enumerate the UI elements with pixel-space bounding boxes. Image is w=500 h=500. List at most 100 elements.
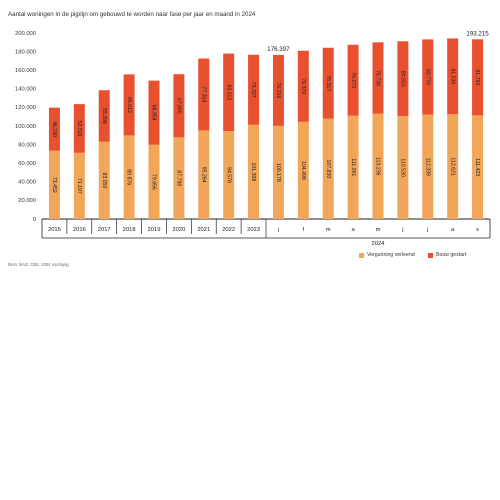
chart-title: Aantal woningen in de pijplijn om gebouw… (8, 11, 256, 18)
bar-bouw (397, 41, 409, 117)
x-tick-label: 2021 (197, 227, 210, 233)
total-annotation: 176.397 (267, 46, 290, 53)
y-tick-label: 0 (33, 217, 36, 223)
bar-vergunning (248, 124, 260, 219)
bar-vergunning (472, 115, 484, 219)
x-tick-label: s (476, 227, 479, 233)
bar-vergunning (397, 116, 409, 219)
y-tick-label: 80.000 (18, 142, 36, 148)
data-label-bouw: 75.327 (250, 82, 256, 98)
source-note: Bron: BAG, CBS, 2024 voorlopig (8, 262, 69, 267)
data-label-vergunning: 87.798 (176, 170, 182, 186)
x-tick-label: a (351, 227, 355, 233)
bar-vergunning (48, 150, 60, 219)
x-tick-label: j (277, 227, 279, 233)
x-tick-label: m (376, 227, 381, 233)
bar-vergunning (422, 114, 434, 219)
data-label-bouw: 76.273 (350, 72, 356, 88)
legend-label-vergunning: Vergunning verleend (367, 252, 415, 258)
bar-bouw (248, 54, 260, 125)
bar-vergunning (297, 121, 309, 219)
y-tick-label: 20.000 (18, 198, 36, 204)
data-label-vergunning: 95.264 (200, 167, 206, 183)
data-label-vergunning: 104.498 (300, 161, 306, 180)
data-label-bouw: 81.536 (449, 68, 455, 84)
bar-bouw (148, 80, 160, 145)
bar-bouw (123, 74, 135, 136)
bar-bouw (48, 107, 60, 151)
data-label-vergunning: 111.091 (350, 158, 356, 176)
data-label-bouw: 46.290 (51, 121, 57, 137)
data-label-vergunning: 112.339 (424, 158, 430, 176)
data-label-bouw: 80.776 (424, 69, 430, 85)
x-tick-label: a (451, 227, 455, 233)
x-tick-label: 2022 (222, 227, 235, 233)
data-label-vergunning: 112.621 (449, 157, 455, 175)
y-tick-label: 100.000 (15, 124, 36, 130)
bar-vergunning (123, 135, 135, 219)
data-label-bouw: 67.895 (176, 98, 182, 114)
legend-swatch-bouw (428, 252, 433, 258)
total-annotation: 193.215 (466, 30, 489, 37)
bar-bouw (173, 74, 185, 138)
bar-bouw (223, 53, 235, 132)
data-label-vergunning: 113.236 (375, 157, 381, 175)
bar-bouw (73, 104, 85, 153)
data-label-bouw: 76.738 (375, 70, 381, 86)
y-tick-label: 160.000 (15, 68, 36, 74)
legend-item-bouw: Bouw gestart (428, 252, 466, 258)
data-label-vergunning: 94.578 (225, 167, 231, 183)
bar-bouw (322, 47, 334, 119)
bar-bouw (272, 54, 284, 126)
data-label-vergunning: 79.856 (151, 174, 157, 190)
x-tick-label: 2019 (148, 227, 161, 233)
bar-vergunning (372, 113, 384, 219)
bar-vergunning (447, 114, 459, 219)
bar-vergunning (322, 118, 334, 219)
bar-bouw (198, 58, 210, 131)
data-label-vergunning: 71.197 (76, 178, 82, 194)
data-label-bouw: 83.312 (225, 84, 231, 100)
data-label-vergunning: 110.530 (400, 158, 406, 176)
y-tick-label: 40.000 (18, 180, 36, 186)
bar-bouw (447, 38, 459, 115)
legend-label-bouw: Bouw gestart (436, 252, 467, 258)
x-tick-label: j (426, 227, 428, 233)
bar-vergunning (148, 144, 160, 219)
x-tick-label: 2016 (73, 227, 86, 233)
x-tick-label: m (326, 227, 331, 233)
bar-bouw (472, 39, 484, 116)
data-label-vergunning: 83.050 (101, 172, 107, 188)
data-label-bouw: 68.954 (151, 105, 157, 121)
y-tick-label: 200.000 (15, 31, 36, 37)
data-label-bouw: 52.319 (76, 121, 82, 137)
y-tick-label: 140.000 (15, 87, 36, 93)
bar-vergunning (173, 137, 185, 219)
legend-swatch-vergunning (359, 252, 364, 258)
bar-bouw (347, 44, 359, 116)
data-label-vergunning: 100.178 (275, 163, 281, 182)
y-tick-label: 60.000 (18, 161, 36, 167)
x-tick-label: j (401, 227, 403, 233)
legend-item-vergunning: Vergunning verleend (359, 252, 415, 258)
data-label-bouw: 76.370 (300, 78, 306, 94)
bar-vergunning (347, 115, 359, 219)
bar-vergunning (223, 131, 235, 219)
bar-bouw (297, 50, 309, 122)
data-label-bouw: 76.317 (325, 75, 331, 91)
data-label-bouw: 76.219 (275, 82, 281, 98)
data-label-bouw: 65.612 (126, 97, 132, 113)
data-label-vergunning: 111.423 (474, 158, 480, 176)
bar-vergunning (198, 130, 210, 219)
x-tick-label: 2017 (98, 227, 111, 233)
data-label-bouw: 55.398 (101, 108, 107, 124)
x-tick-label: 2018 (123, 227, 136, 233)
bar-vergunning (272, 125, 284, 219)
x-tick-label: f (303, 227, 305, 233)
bar-vergunning (73, 152, 85, 219)
data-label-vergunning: 101.308 (250, 163, 256, 182)
bar-bouw (422, 39, 434, 115)
x-group-label: 2024 (372, 241, 386, 247)
y-tick-label: 180.000 (15, 49, 36, 55)
